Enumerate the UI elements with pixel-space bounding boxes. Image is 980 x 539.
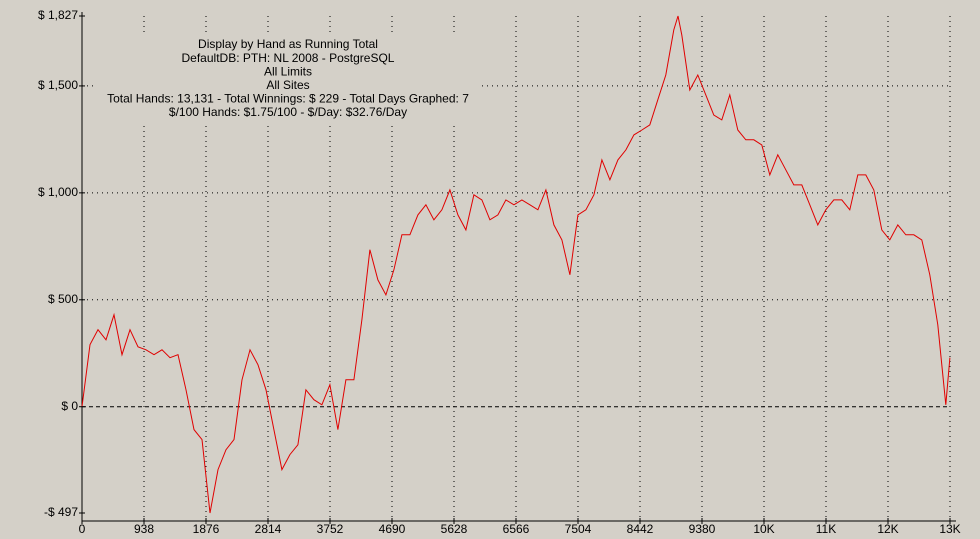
x-tick-label: 11K xyxy=(816,522,836,536)
x-tick-label: 13K xyxy=(939,522,960,536)
data-line xyxy=(81,15,951,514)
x-tick-label: 1876 xyxy=(193,522,220,536)
x-tick-label: 3752 xyxy=(317,522,344,536)
x-tick-label: 7504 xyxy=(565,522,592,536)
x-tick-label: 9380 xyxy=(689,522,716,536)
x-tick-label: 938 xyxy=(134,522,154,536)
y-tick-label: $ 1,500 xyxy=(38,78,78,92)
grid-layer xyxy=(82,16,951,521)
x-tick-label: 5628 xyxy=(441,522,468,536)
x-tick-label: 4690 xyxy=(379,522,406,536)
marks-layer xyxy=(81,15,951,514)
y-tick-label: $ 1,827 xyxy=(38,8,78,22)
x-tick-label: 8442 xyxy=(627,522,654,536)
annotation: Total Hands: 13,131 - Total Winnings: $ … xyxy=(107,92,469,106)
annotation: Display by Hand as Running Total xyxy=(198,37,378,51)
x-tick-label: 6566 xyxy=(503,522,530,536)
x-tick-label: 10K xyxy=(753,522,774,536)
x-tick-label: 12K xyxy=(877,522,898,536)
annotation: All Limits xyxy=(264,64,312,78)
annotation-box xyxy=(96,36,480,124)
y-tick-label: $ 0 xyxy=(61,399,78,413)
x-tick-label: 0 xyxy=(79,522,86,536)
annotation: All Sites xyxy=(266,78,309,92)
annotation: DefaultDB: PTH: NL 2008 - PostgreSQL xyxy=(182,51,395,65)
x-tick-label: 2814 xyxy=(255,522,282,536)
y-tick-label: $ 500 xyxy=(48,292,78,306)
y-tick-label: -$ 497 xyxy=(44,505,78,519)
annotation: $/100 Hands: $1.75/100 - $/Day: $32.76/D… xyxy=(169,105,407,119)
y-tick-label: $ 1,000 xyxy=(38,185,78,199)
